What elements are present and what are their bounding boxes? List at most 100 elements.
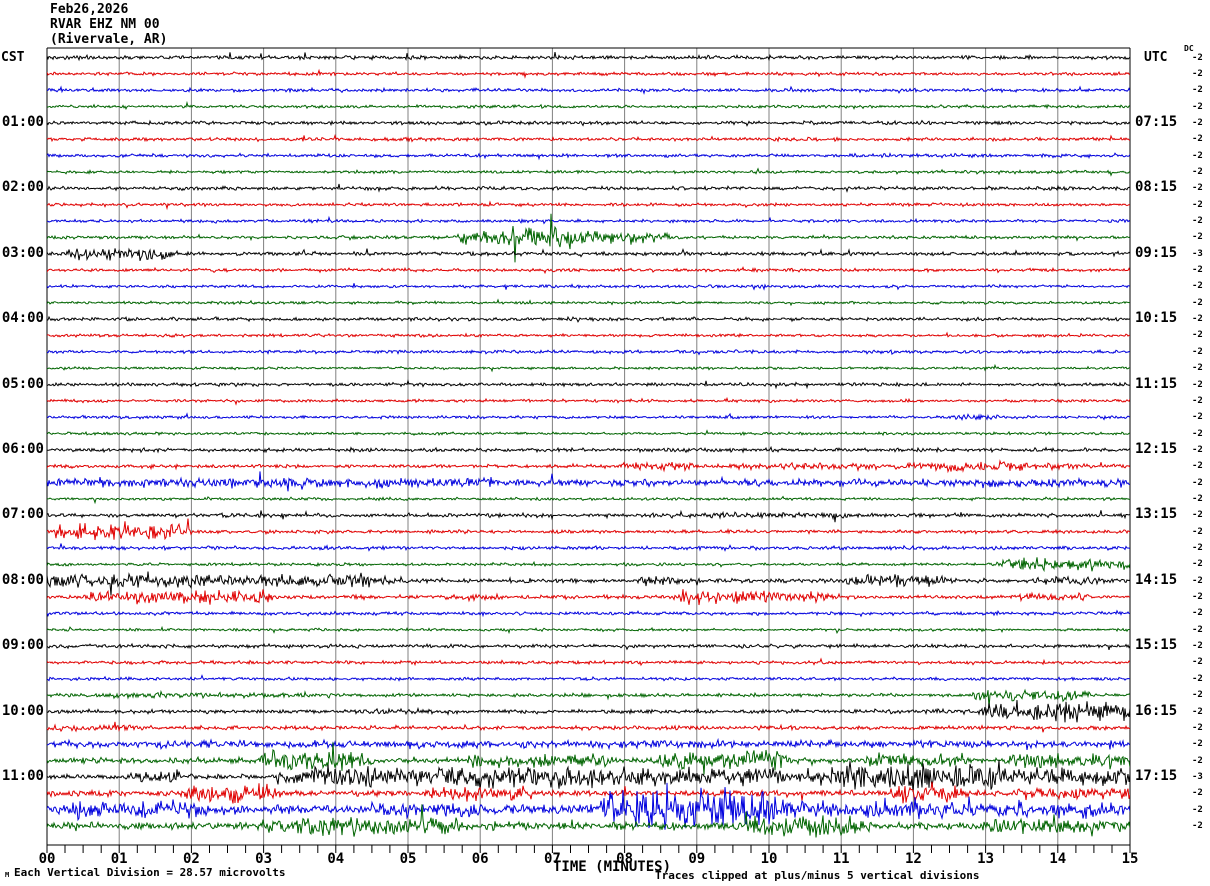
- seismic-trace: [47, 804, 1130, 838]
- dc-value: -2: [1192, 166, 1203, 177]
- utc-time-label: 07:15: [1135, 113, 1178, 130]
- seismic-trace: [47, 495, 1130, 505]
- seismic-trace: [47, 152, 1130, 161]
- seismic-trace: [47, 298, 1130, 307]
- seismic-trace: [47, 213, 1130, 263]
- header-location: (Rivervale, AR): [50, 32, 168, 47]
- seismic-trace: [47, 700, 1130, 723]
- x-tick-label: 09: [688, 851, 706, 867]
- dc-value: -2: [1192, 216, 1203, 226]
- dc-value: -2: [1192, 575, 1203, 586]
- cst-time-label: 03:00: [1, 244, 44, 261]
- dc-value: -2: [1192, 412, 1203, 423]
- dc-value: -2: [1192, 690, 1203, 701]
- seismic-trace: [47, 215, 1130, 225]
- dc-value: -2: [1192, 510, 1203, 521]
- seismic-trace: [47, 721, 1130, 733]
- seismic-trace: [47, 167, 1130, 177]
- cst-time-label: 07:00: [1, 506, 44, 523]
- x-tick-label: 12: [904, 851, 922, 867]
- seismic-trace: [47, 657, 1130, 667]
- dc-value: -2: [1192, 755, 1203, 766]
- dc-value: -2: [1192, 722, 1203, 733]
- dc-value: -2: [1192, 428, 1203, 439]
- x-tick-label: 10: [760, 851, 778, 867]
- header-station: RVAR EHZ NM 00: [50, 17, 160, 32]
- seismic-trace: [47, 571, 1130, 596]
- utc-time-label: 08:15: [1135, 179, 1178, 196]
- seismic-trace: [47, 85, 1130, 95]
- dc-value: -2: [1192, 706, 1203, 717]
- utc-time-label: 11:15: [1135, 375, 1178, 392]
- dc-value: -2: [1192, 297, 1203, 308]
- dc-value: -2: [1192, 117, 1203, 128]
- seismic-trace: [47, 247, 1130, 262]
- dc-value: -2: [1192, 183, 1203, 194]
- seismic-trace: [47, 68, 1130, 79]
- right-timezone-label: UTC: [1144, 50, 1168, 65]
- seismic-trace: [47, 782, 1130, 830]
- header-date: Feb26,2026: [50, 2, 129, 17]
- x-tick-label: 03: [255, 851, 273, 867]
- dc-value: -3: [1192, 248, 1203, 259]
- dc-value: -2: [1192, 395, 1203, 406]
- dc-value: -2: [1192, 85, 1203, 96]
- seismic-trace: [47, 183, 1130, 193]
- x-tick-label: 04: [327, 851, 345, 867]
- utc-time-label: 10:15: [1135, 310, 1178, 327]
- utc-time-label: 09:15: [1135, 244, 1178, 261]
- x-tick-label: 11: [832, 851, 850, 867]
- dc-value: -2: [1192, 150, 1203, 161]
- dc-value: -2: [1192, 281, 1203, 292]
- seismic-trace: [47, 471, 1130, 492]
- dc-value: -2: [1192, 477, 1203, 488]
- dc-value: -2: [1192, 68, 1203, 79]
- seismic-trace: [47, 445, 1130, 454]
- seismic-trace: [47, 688, 1130, 708]
- x-tick-label: 13: [977, 851, 995, 867]
- scale-note: Each Vertical Division = 28.57 microvolt…: [14, 866, 286, 879]
- seismic-trace: [47, 509, 1130, 523]
- seismic-trace: [47, 52, 1130, 62]
- cst-time-label: 06:00: [1, 440, 44, 457]
- seismic-trace: [47, 642, 1130, 651]
- seismic-trace: [47, 315, 1130, 323]
- dc-value: -2: [1192, 526, 1203, 537]
- dc-value: -2: [1192, 134, 1203, 145]
- dc-value: -2: [1192, 101, 1203, 112]
- dc-value: -2: [1192, 673, 1203, 684]
- dc-value: -2: [1192, 379, 1203, 390]
- dc-value: -2: [1192, 804, 1203, 815]
- x-tick-label: 00: [38, 851, 56, 867]
- cst-time-label: 02:00: [1, 179, 44, 196]
- seismic-trace: [47, 557, 1130, 573]
- seismic-trace: [47, 781, 1130, 804]
- dc-value: -2: [1192, 592, 1203, 603]
- x-tick-label: 08: [616, 851, 634, 867]
- dc-value: -2: [1192, 608, 1203, 619]
- utc-time-label: 16:15: [1135, 702, 1178, 719]
- seismic-trace: [47, 363, 1130, 373]
- seismic-trace: [47, 742, 1130, 775]
- dc-value: -2: [1192, 232, 1203, 243]
- cst-time-label: 08:00: [1, 571, 44, 588]
- seismic-trace: [47, 133, 1130, 143]
- seismic-trace: [47, 518, 1130, 541]
- cst-time-label: 11:00: [1, 767, 44, 784]
- seismic-trace: [47, 412, 1130, 421]
- dc-value: -3: [1192, 771, 1203, 782]
- dc-value: -2: [1192, 739, 1203, 750]
- seismic-trace: [47, 396, 1130, 406]
- cst-time-label: 04:00: [1, 310, 44, 327]
- seismic-trace: [47, 459, 1130, 474]
- dc-value: -2: [1192, 493, 1203, 504]
- seismic-trace: [47, 348, 1130, 356]
- dc-value: -2: [1192, 657, 1203, 668]
- x-tick-label: 15: [1121, 851, 1139, 867]
- dc-value: -2: [1192, 444, 1203, 455]
- utc-time-label: 12:15: [1135, 440, 1178, 457]
- dc-value: -2: [1192, 624, 1203, 635]
- corner-glyph: M: [5, 871, 10, 879]
- dc-value: -2: [1192, 199, 1203, 210]
